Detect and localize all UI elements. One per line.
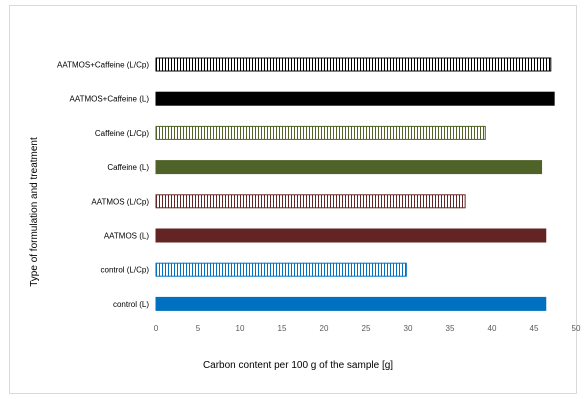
x-tick-label-1: 5 xyxy=(196,324,201,333)
category-label-0: AATMOS+Caffeine (L/Cp) xyxy=(57,61,149,70)
category-labels: AATMOS+Caffeine (L/Cp) AATMOS+Caffeine (L… xyxy=(57,61,149,309)
x-tick-label-8: 40 xyxy=(488,324,497,333)
bar-4 xyxy=(155,194,466,209)
bar-6 xyxy=(155,262,407,277)
bar-5 xyxy=(155,228,547,243)
category-label-3: Caffeine (L) xyxy=(107,163,149,172)
x-axis-title: Carbon content per 100 g of the sample [… xyxy=(203,360,393,371)
category-label-1: AATMOS+Caffeine (L) xyxy=(69,95,149,104)
category-label-7: control (L) xyxy=(113,300,149,309)
category-label-6: control (L/Cp) xyxy=(101,266,150,275)
bar-2 xyxy=(155,125,486,140)
bar-3 xyxy=(155,160,543,175)
x-tick-label-10: 50 xyxy=(572,324,581,333)
x-tick-labels: 0 5 10 15 20 25 30 35 40 45 50 xyxy=(154,324,581,333)
bars-group xyxy=(155,57,555,311)
y-axis-title: Type of formulation and treatment xyxy=(29,137,40,287)
x-tick-label-4: 20 xyxy=(320,324,329,333)
x-tick-label-3: 15 xyxy=(278,324,287,333)
category-label-4: AATMOS (L/Cp) xyxy=(91,197,149,206)
x-tick-label-7: 35 xyxy=(446,324,455,333)
bar-7 xyxy=(155,296,547,311)
bar-1 xyxy=(155,91,555,106)
category-label-2: Caffeine (L/Cp) xyxy=(95,129,149,138)
x-tick-label-6: 30 xyxy=(404,324,413,333)
x-tick-label-0: 0 xyxy=(154,324,159,333)
x-tick-label-2: 10 xyxy=(236,324,245,333)
x-tick-label-9: 45 xyxy=(530,324,539,333)
category-label-5: AATMOS (L) xyxy=(104,232,150,241)
bar-0 xyxy=(155,57,552,72)
x-tick-label-5: 25 xyxy=(362,324,371,333)
